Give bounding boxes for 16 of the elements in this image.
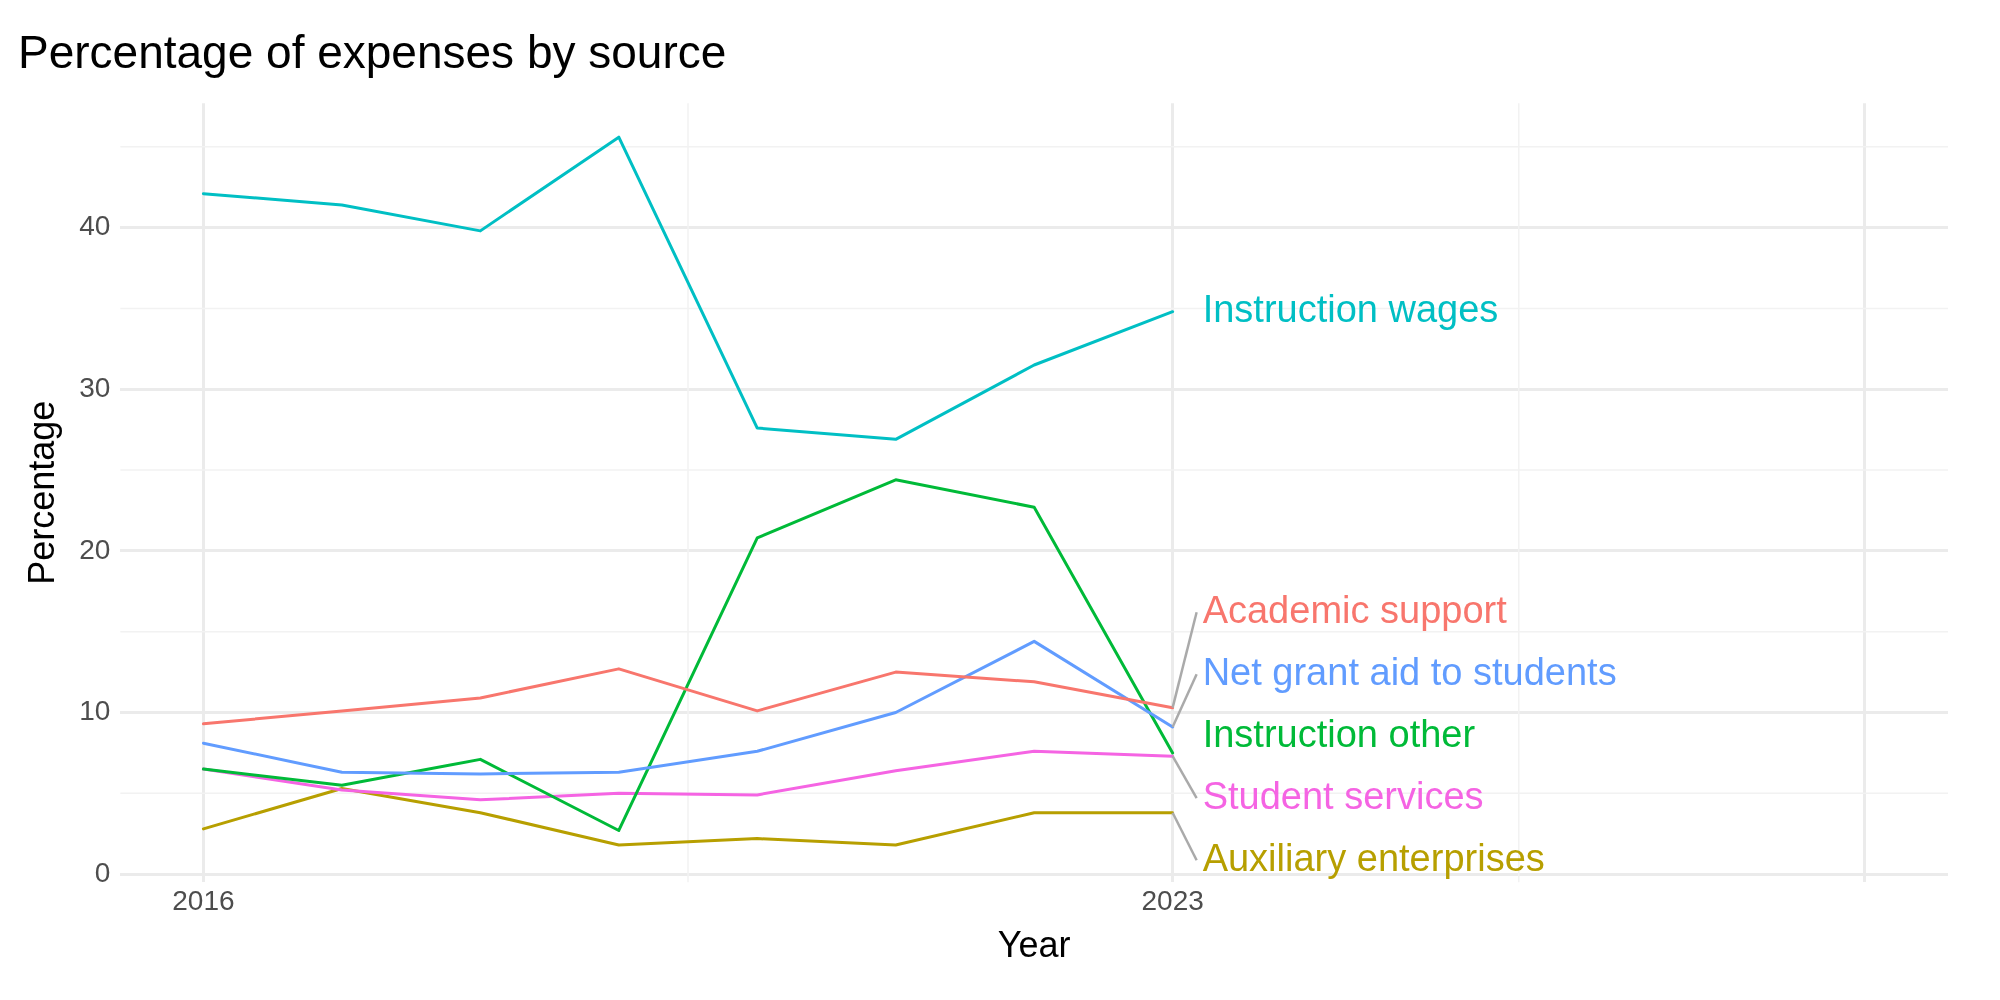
- series-label: Net grant aid to students: [1202, 650, 1617, 693]
- y-tick-label: 0: [94, 856, 111, 888]
- y-tick-label: 40: [79, 210, 111, 242]
- x-tick-label: 2023: [1141, 884, 1204, 916]
- y-tick-label: 20: [79, 533, 111, 565]
- y-axis-title: Percentage: [20, 400, 62, 585]
- series-label: Student services: [1202, 774, 1484, 817]
- x-tick-label: 2016: [172, 884, 235, 916]
- x-axis-title: Year: [997, 924, 1071, 966]
- text: Academic support: [1202, 588, 1508, 631]
- y-tick-label: 10: [79, 695, 111, 727]
- series-label: Instruction other: [1202, 712, 1476, 755]
- series-label: Instruction wages: [1202, 288, 1499, 331]
- series-label: Auxiliary enterprises: [1202, 836, 1545, 879]
- chart-title: Percentage of expenses by source: [18, 26, 727, 79]
- y-tick-label: 30: [79, 371, 111, 403]
